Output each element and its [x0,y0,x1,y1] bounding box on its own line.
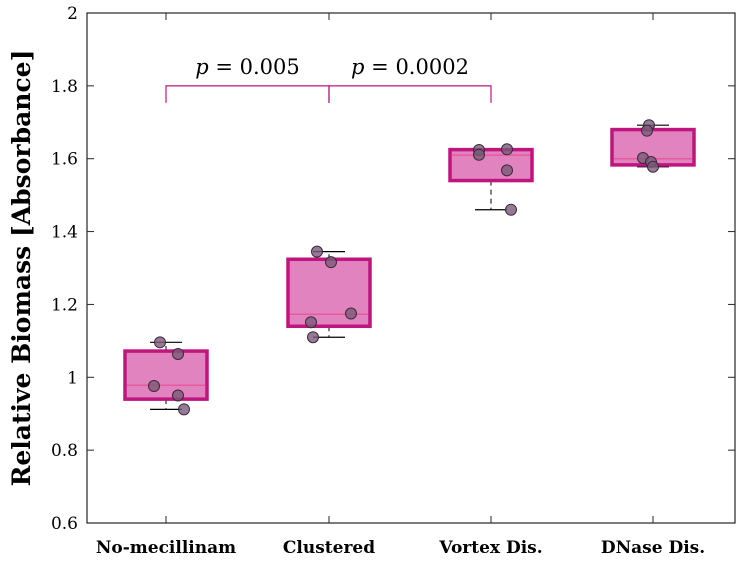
data-point [345,307,357,320]
annotations-layer: p = 0.005 p = 0.0002 [165,55,492,103]
data-point [325,256,337,269]
plot-area [87,13,735,523]
data-point [647,160,659,173]
y-axis-ticks: 0.6 0.8 1 1.2 1.4 1.6 1.8 2 [51,4,735,534]
data-point [172,347,184,360]
y-tick-label: 1.6 [51,150,78,170]
y-tick-label: 2 [67,4,78,24]
box-body [448,147,534,183]
box-3 [448,147,534,211]
data-point [641,124,653,137]
x-category-label: No-mecillinam [96,538,236,558]
box-1 [123,341,209,410]
y-tick-label: 0.8 [51,441,78,461]
x-axis-ticks: No-mecillinam Clustered Vortex Dis. DNase D… [96,13,705,558]
y-tick-label: 0.6 [51,514,78,534]
data-point [501,164,513,177]
y-tick-label: 1.8 [51,77,78,97]
y-tick-label: 1.2 [51,295,78,315]
boxes-layer [123,124,696,410]
data-point [307,331,319,344]
plot-frame [86,12,736,524]
bracket-line [328,85,492,103]
data-point [148,380,160,393]
data-point [311,245,323,258]
data-point [305,316,317,329]
y-tick-label: 1.4 [51,223,78,243]
data-point [172,389,184,402]
y-axis-title: Relative Biomass [Absorbance] [7,50,36,487]
points-layer [148,119,659,416]
p-value-label: p = 0.0002 [351,55,469,79]
data-point [154,336,166,349]
significance-bracket-2: p = 0.0002 [328,55,492,103]
significance-bracket-1: p = 0.005 [165,55,330,103]
x-category-label: DNase Dis. [601,538,705,558]
box-body [123,349,209,401]
data-point [473,148,485,161]
data-point [178,403,190,416]
data-point [505,203,517,216]
p-value-label: p = 0.005 [195,55,300,79]
x-category-label: Clustered [283,538,375,558]
data-point [501,143,513,156]
y-tick-label: 1 [67,368,78,388]
x-category-label: Vortex Dis. [438,538,542,558]
box-body [286,257,372,329]
